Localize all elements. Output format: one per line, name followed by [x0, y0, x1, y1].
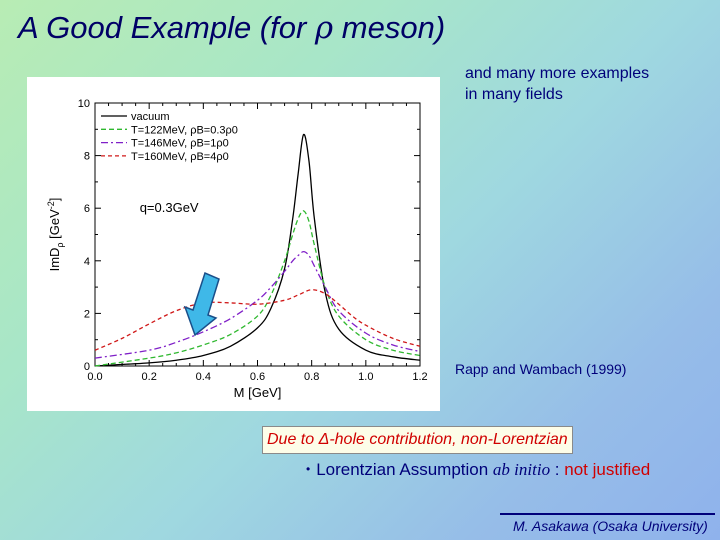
- bullet-point: • Lorentzian Assumption ab initio : not j…: [306, 460, 650, 480]
- citation: Rapp and Wambach (1999): [455, 361, 627, 377]
- series-line-1: [94, 133, 421, 367]
- pointer-arrow-icon: [183, 271, 220, 337]
- y-tick-label: 8: [84, 151, 90, 163]
- x-tick-label: 0.2: [142, 371, 157, 383]
- x-tick-label: 1.2: [412, 371, 427, 383]
- series-line-2: [94, 210, 421, 367]
- slide-title: A Good Example (for ρ meson): [18, 10, 445, 46]
- x-tick-label: 0.4: [196, 371, 211, 383]
- bullet-icon: •: [306, 462, 311, 476]
- legend-label: T=146MeV, ρB=1ρ0: [131, 138, 229, 150]
- footer-rule: [500, 513, 715, 515]
- y-axis-label: ImDρ [GeV-2]: [46, 198, 65, 272]
- bullet-text-mid: :: [550, 460, 565, 479]
- y-tick-label: 6: [84, 203, 90, 215]
- slide-title-post: meson): [333, 10, 446, 45]
- x-axis-label: M [GeV]: [234, 385, 282, 400]
- x-tick-label: 1.0: [358, 371, 373, 383]
- examples-note-line2: in many fields: [465, 86, 563, 103]
- x-tick-label: 0.0: [87, 371, 102, 383]
- y-tick-label: 0: [84, 361, 90, 373]
- highlight-pre: Due to: [267, 431, 319, 448]
- delta-hole-highlight: Due to Δ-hole contribution, non-Lorentzi…: [262, 426, 573, 454]
- highlight-post: -hole contribution, non-Lorentzian: [329, 431, 568, 448]
- slide-title-pre: A Good Example (for: [18, 10, 315, 45]
- legend-label: vacuum: [131, 111, 170, 123]
- x-tick-label: 0.8: [304, 371, 319, 383]
- series-layer: [94, 133, 421, 367]
- q-annotation: q=0.3GeV: [140, 200, 199, 215]
- bullet-not-justified: not justified: [564, 460, 651, 479]
- rho-symbol: ρ: [314, 10, 334, 46]
- y-tick-label: 2: [84, 308, 90, 320]
- delta-symbol: Δ: [318, 431, 330, 448]
- series-line-4: [94, 289, 421, 351]
- bullet-ab-initio: ab initio: [492, 460, 551, 479]
- y-tick-label: 4: [84, 256, 90, 268]
- spectral-function-plot: 0.0 0.2 0.4 0.6 0.8 1.0 1.2 0 2 4 6 8 10 M [GeV] ImDρ …: [27, 77, 440, 411]
- chart-svg: 0.0 0.2 0.4 0.6 0.8 1.0 1.2 0 2 4 6 8 10 M [GeV] ImDρ …: [46, 98, 428, 400]
- series-line-3: [94, 250, 421, 359]
- y-tick-label: 10: [78, 98, 90, 110]
- x-tick-label: 0.6: [250, 371, 265, 383]
- axes-layer: 0.0 0.2 0.4 0.6 0.8 1.0 1.2 0 2 4 6 8 10 M [GeV] ImDρ …: [46, 98, 428, 400]
- footer-author: M. Asakawa (Osaka University): [513, 518, 708, 534]
- examples-note-line1: and many more examples: [465, 65, 650, 82]
- examples-note: and many more examples in many fields: [465, 63, 715, 105]
- bullet-text-pre: Lorentzian Assumption: [316, 460, 493, 479]
- legend-label: T=160MeV, ρB=4ρ0: [131, 151, 229, 163]
- legend-label: T=122MeV, ρB=0.3ρ0: [131, 124, 238, 136]
- arrow-layer: [183, 271, 220, 337]
